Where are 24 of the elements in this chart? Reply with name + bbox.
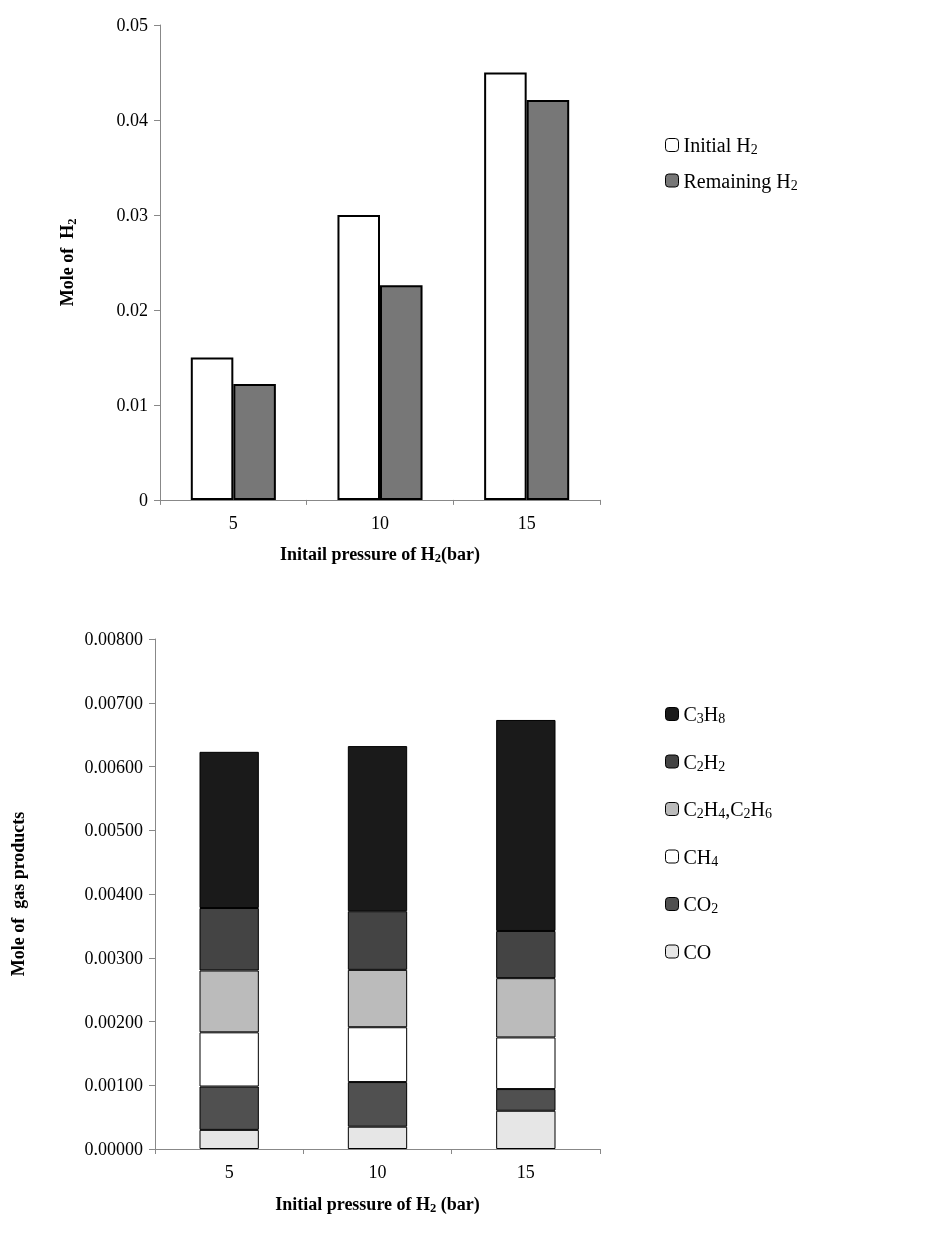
y-tick-label: 0.01 xyxy=(116,394,148,415)
y-tick-label: 0 xyxy=(139,489,148,510)
y-tick-label: 0.00800 xyxy=(84,629,143,649)
y-axis-title: Mole of H2 xyxy=(57,218,79,307)
y-tick-label: 0.00100 xyxy=(84,1075,143,1096)
y-tick-label: 0.00300 xyxy=(84,947,143,968)
y-tick-label: 0.03 xyxy=(116,204,148,225)
y-tick-label: 0.00400 xyxy=(84,884,143,904)
legend-label: CO xyxy=(683,940,712,963)
y-tick-label: 0.00700 xyxy=(84,692,143,713)
y-tick-label: 0.00500 xyxy=(84,820,143,841)
y-tick-label: 0.00000 xyxy=(84,1139,143,1159)
x-tick-label: 10 xyxy=(368,1162,387,1182)
y-tick-label: 0.05 xyxy=(116,15,148,35)
x-tick-label: 15 xyxy=(517,512,536,533)
y-tick-label: 0.00200 xyxy=(84,1011,143,1032)
x-tick-label: 10 xyxy=(371,512,389,533)
x-tick-label: 15 xyxy=(516,1162,535,1182)
x-tick-label: 5 xyxy=(224,1162,234,1182)
y-axis-title: Mole of gas products xyxy=(8,811,28,977)
x-tick-label: 5 xyxy=(228,512,238,533)
y-tick-label: 0.00600 xyxy=(84,756,143,777)
y-tick-label: 0.04 xyxy=(116,109,148,130)
y-tick-label: 0.02 xyxy=(116,299,148,320)
